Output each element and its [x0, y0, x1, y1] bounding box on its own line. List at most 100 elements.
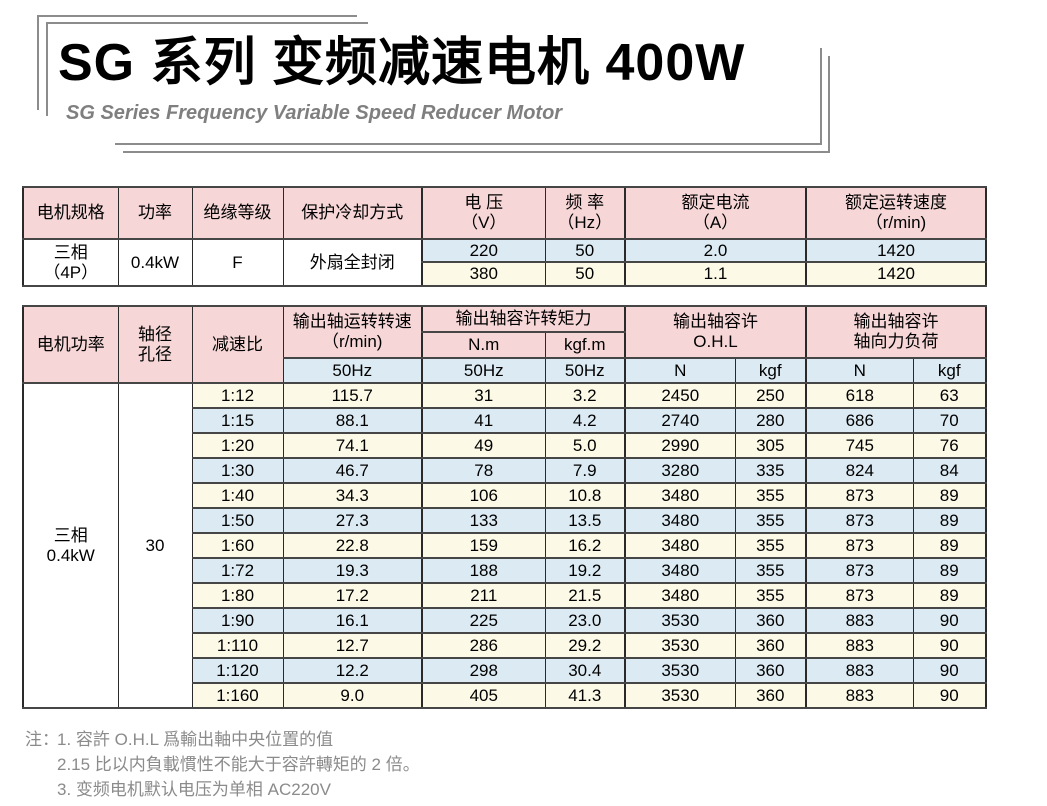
output-speed-cell: 34.3 [282, 482, 423, 509]
performance-row: 1:60 22.8 159 16.2 3480 355 873 89 [23, 532, 987, 559]
ratio-cell: 1:72 [191, 557, 284, 584]
performance-row: 1:90 16.1 225 23.0 3530 360 883 90 [23, 607, 987, 634]
ohl-kgf-cell: 355 [734, 532, 807, 559]
axial-n-cell: 824 [805, 457, 914, 484]
cell-text: （4P） [43, 262, 99, 282]
motor-spec-table: 电机规格 功率 绝缘等级 保护冷却方式 电 压（V） 频 率（Hz） 额定电流（… [22, 186, 987, 287]
ohl-kgf-cell: 360 [734, 657, 807, 684]
performance-row: 1:160 9.0 405 41.3 3530 360 883 90 [23, 682, 987, 709]
axial-n-cell: 883 [805, 632, 914, 659]
torque-nm-cell: 286 [421, 632, 546, 659]
spec-header-voltage: 电 压（V） [421, 186, 546, 240]
title-frame-line [820, 48, 822, 145]
ohl-n-cell: 3530 [624, 682, 736, 709]
performance-row: 1:50 27.3 133 13.5 3480 355 873 89 [23, 507, 987, 534]
perf-header-motor-power: 电机功率 [22, 305, 119, 384]
axial-kgf-cell: 90 [912, 682, 987, 709]
perf-header-row-3: 50Hz 50Hz 50Hz N kgf N kgf [23, 357, 987, 384]
axial-kgf-cell: 90 [912, 607, 987, 634]
torque-nm-cell: 78 [421, 457, 546, 484]
axial-kgf-cell: 90 [912, 632, 987, 659]
title-frame-line [123, 151, 830, 153]
torque-kgfm-cell: 19.2 [544, 557, 626, 584]
torque-nm-cell: 41 [421, 407, 546, 434]
output-speed-cell: 27.3 [282, 507, 423, 534]
axial-kgf-cell: 70 [912, 407, 987, 434]
torque-nm-cell: 298 [421, 657, 546, 684]
perf-header-row-1: 电机功率 轴径 孔径 减速比 输出轴运转转速 （r/min) 输出轴容许转矩力 输出… [22, 305, 987, 384]
output-speed-cell: 88.1 [282, 407, 423, 434]
spec-power-cell: 0.4kW [117, 238, 193, 287]
header-label: 保护冷却方式 [301, 203, 404, 222]
ohl-n-cell: 3480 [624, 557, 736, 584]
perf-shaft-cell: 30 [117, 382, 193, 709]
ohl-kgf-cell: 355 [734, 482, 807, 509]
ratio-cell: 1:20 [191, 432, 284, 459]
title-frame-line [46, 22, 48, 116]
spec-header-insulation: 绝缘等级 [191, 186, 284, 240]
torque-nm-cell: 133 [421, 507, 546, 534]
header-label: 额定电流 [681, 193, 750, 212]
axial-kgf-cell: 89 [912, 532, 987, 559]
header-label: 输出轴运转转速 [292, 312, 412, 331]
performance-row: 1:80 17.2 211 21.5 3480 355 873 89 [23, 582, 987, 609]
perf-subheader-speed-hz: 50Hz [282, 357, 423, 384]
ratio-cell: 1:160 [191, 682, 284, 709]
speed-value: 1420 [805, 261, 987, 287]
notes-label: 注： [25, 730, 59, 749]
header-label: 绝缘等级 [203, 203, 272, 222]
notes-section: 注： 1. 容許 O.H.L 爲輸出軸中央位置的值 2.15 比以内負載慣性不能… [25, 727, 420, 802]
performance-row: 1:110 12.7 286 29.2 3530 360 883 90 [23, 632, 987, 659]
torque-kgfm-cell: 7.9 [544, 457, 626, 484]
ohl-kgf-cell: 355 [734, 507, 807, 534]
ratio-cell: 1:120 [191, 657, 284, 684]
torque-kgfm-cell: 30.4 [544, 657, 626, 684]
spec-header-cooling: 保护冷却方式 [282, 186, 423, 240]
spec-model-cell: 三相 （4P） [22, 238, 119, 287]
spec-data-row: 三相 （4P） 0.4kW F 外扇全封闭 220 50 2.0 1420 [22, 238, 987, 287]
title-frame-line [46, 22, 368, 24]
axial-kgf-cell: 89 [912, 507, 987, 534]
header-unit: （r/min) [322, 332, 383, 351]
torque-kgfm-cell: 3.2 [544, 382, 626, 409]
ohl-kgf-cell: 335 [734, 457, 807, 484]
ohl-n-cell: 3530 [624, 632, 736, 659]
output-speed-cell: 12.2 [282, 657, 423, 684]
title-frame-line [828, 56, 830, 153]
ratio-cell: 1:40 [191, 482, 284, 509]
axial-kgf-cell: 89 [912, 582, 987, 609]
torque-kgfm-cell: 29.2 [544, 632, 626, 659]
perf-subheader-axial-n: N [805, 357, 914, 384]
perf-header-torque-group: 输出轴容许转矩力 [421, 305, 626, 333]
torque-kgfm-cell: 23.0 [544, 607, 626, 634]
torque-kgfm-cell: 13.5 [544, 507, 626, 534]
current-value: 1.1 [624, 261, 807, 287]
torque-nm-cell: 159 [421, 532, 546, 559]
torque-kgfm-cell: 16.2 [544, 532, 626, 559]
performance-table-body: 三相 0.4kW 30 1:12 115.7 31 3.2 2450 250 618 63 1:15 8… [22, 382, 987, 709]
perf-header-axial-group: 输出轴容许 轴向力负荷 [805, 305, 987, 359]
output-speed-cell: 16.1 [282, 607, 423, 634]
voltage-value: 220 [421, 238, 546, 263]
axial-kgf-cell: 76 [912, 432, 987, 459]
note-item: 2.15 比以内負載慣性不能大于容許轉矩的 2 倍。 [57, 755, 420, 774]
performance-row: 三相 0.4kW 30 1:12 115.7 31 3.2 2450 250 618 63 [22, 382, 987, 709]
title-frame-line [37, 15, 357, 17]
spec-data-row: 380 50 1.1 1420 [23, 261, 987, 287]
ohl-kgf-cell: 360 [734, 607, 807, 634]
cell-text: 0.4kW [46, 545, 95, 565]
ohl-n-cell: 2740 [624, 407, 736, 434]
header-unit: （Hz） [557, 213, 613, 232]
axial-kgf-cell: 63 [912, 382, 987, 409]
ohl-n-cell: 3480 [624, 532, 736, 559]
axial-n-cell: 873 [805, 582, 914, 609]
output-speed-cell: 17.2 [282, 582, 423, 609]
ratio-cell: 1:15 [191, 407, 284, 434]
ratio-cell: 1:30 [191, 457, 284, 484]
ratio-cell: 1:60 [191, 532, 284, 559]
axial-n-cell: 883 [805, 607, 914, 634]
torque-kgfm-cell: 41.3 [544, 682, 626, 709]
axial-kgf-cell: 84 [912, 457, 987, 484]
torque-nm-cell: 211 [421, 582, 546, 609]
